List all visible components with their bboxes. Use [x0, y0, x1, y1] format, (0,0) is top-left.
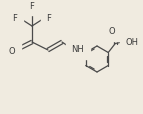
- Text: OH: OH: [126, 38, 139, 47]
- Text: O: O: [109, 27, 116, 36]
- Text: NH: NH: [72, 45, 84, 54]
- Text: F: F: [30, 1, 34, 10]
- Text: F: F: [13, 13, 17, 22]
- Text: O: O: [9, 46, 15, 55]
- Text: F: F: [47, 13, 51, 22]
